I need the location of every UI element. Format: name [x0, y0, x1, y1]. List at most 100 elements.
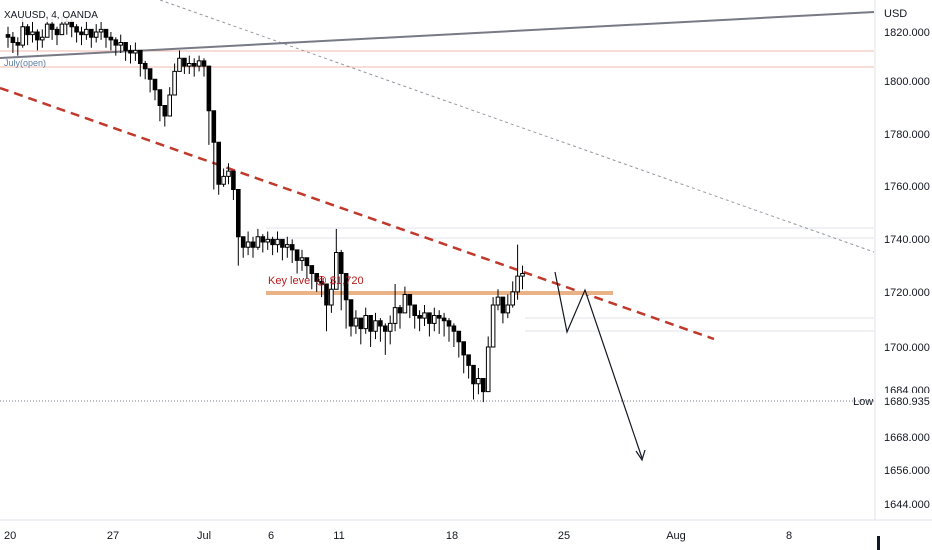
time-axis[interactable]: 20 27 Jul 6 11 18 25 Aug 8: [0, 519, 932, 550]
candle-up: [221, 175, 226, 185]
key-level-label: Key level @ $1,720: [268, 275, 364, 287]
candle-down: [250, 241, 256, 248]
candle-up: [245, 241, 251, 248]
candle-down: [348, 299, 354, 327]
time-tick-label: 18: [446, 530, 458, 542]
price-tick-label: 1780.000: [884, 129, 930, 141]
price-axis-bg: [875, 0, 932, 520]
candle-up: [353, 317, 359, 327]
candle-up: [20, 26, 25, 46]
time-axis-scroll-marker[interactable]: [877, 536, 880, 550]
candle-up: [329, 288, 334, 306]
candle-down: [54, 28, 60, 36]
red-dashed-trendline: [0, 86, 715, 341]
candle-up: [432, 315, 437, 324]
candle-down: [471, 364, 476, 385]
candle-down: [270, 238, 275, 246]
candle-down: [417, 315, 422, 319]
candle-down: [397, 307, 403, 314]
plot-area[interactable]: Key level @ $1,720 July(open): [0, 0, 875, 462]
candle-down: [147, 68, 153, 80]
candle-up: [285, 244, 290, 248]
symbol-header-bg: [0, 6, 112, 22]
projection-arrowhead: [635, 449, 646, 462]
candle-down: [294, 249, 300, 261]
candle-down: [481, 378, 486, 393]
candle-down: [280, 238, 285, 248]
candle-up: [177, 57, 182, 72]
price-tick-label: 1740.000: [884, 234, 930, 246]
candle-down: [343, 273, 349, 301]
price-tick-label: 1656.000: [884, 465, 930, 477]
candle-up: [505, 304, 511, 314]
candle-down: [260, 236, 266, 243]
time-tick-label: Jul: [197, 530, 211, 542]
candle-down: [206, 65, 212, 112]
candle-down: [451, 325, 457, 332]
candle-up: [402, 294, 408, 314]
candle-down: [162, 105, 168, 117]
candle-down: [314, 273, 319, 282]
candle-up: [255, 236, 261, 248]
candle-down: [407, 294, 413, 306]
candle-down: [446, 320, 452, 327]
candle-down: [461, 341, 466, 356]
candle-up: [490, 304, 496, 348]
low-price-tag-value: 1680.935: [884, 396, 930, 408]
candle-up: [373, 320, 378, 332]
price-tick-label: 1644.000: [884, 499, 930, 511]
candle-down: [324, 283, 329, 306]
candle-down: [113, 39, 119, 46]
candle-up: [93, 31, 99, 38]
candle-down: [138, 49, 143, 64]
candle-up: [485, 346, 491, 393]
candle-up: [334, 252, 339, 290]
candle-down: [201, 60, 207, 67]
candle-down: [436, 315, 442, 319]
candle-down: [142, 63, 148, 70]
candle-up: [30, 31, 35, 36]
candle-down: [74, 26, 79, 33]
candle-down: [240, 236, 246, 248]
candle-up: [84, 28, 89, 36]
candle-down: [79, 31, 84, 36]
candle-up: [422, 312, 427, 319]
candle-down: [427, 312, 432, 324]
candle-down: [441, 317, 447, 322]
low-price-tag-bg: [876, 393, 932, 410]
candle-down: [500, 296, 506, 314]
candle-up: [363, 315, 368, 330]
projection-path: [554, 271, 643, 459]
price-tick-label: 1820.000: [884, 27, 930, 39]
time-tick-label: 25: [558, 530, 570, 542]
candle-down: [25, 26, 30, 36]
price-tick-label: 1760.000: [884, 181, 930, 193]
symbol-label: XAUUSD, 4, OANDA: [4, 10, 98, 21]
currency-label: USD: [884, 8, 907, 20]
candle-up: [187, 63, 192, 67]
candle-down: [152, 78, 158, 91]
candle-up: [167, 94, 172, 117]
candle-up: [476, 378, 481, 385]
candle-down: [338, 252, 344, 274]
candle-up: [520, 273, 525, 277]
candle-down: [309, 265, 315, 274]
candle-down: [368, 315, 373, 332]
time-tick-label: 8: [786, 530, 792, 542]
price-axis[interactable]: USD 1820.000 1800.000 1780.000 1760.000 1740…: [853, 0, 932, 520]
candle-down: [319, 280, 324, 285]
candle-down: [108, 36, 114, 41]
candle-down: [69, 21, 75, 28]
candle-up: [172, 70, 177, 96]
time-tick-label: 6: [268, 530, 274, 542]
candle-down: [211, 110, 217, 143]
candle-down: [383, 325, 388, 332]
candle-up: [265, 238, 270, 243]
time-tick-label: 11: [333, 530, 344, 542]
price-tick-label: 1668.000: [884, 432, 930, 444]
candle-up: [495, 296, 501, 306]
candle-up: [98, 28, 104, 33]
candle-up: [44, 23, 50, 38]
candle-down: [103, 28, 109, 38]
